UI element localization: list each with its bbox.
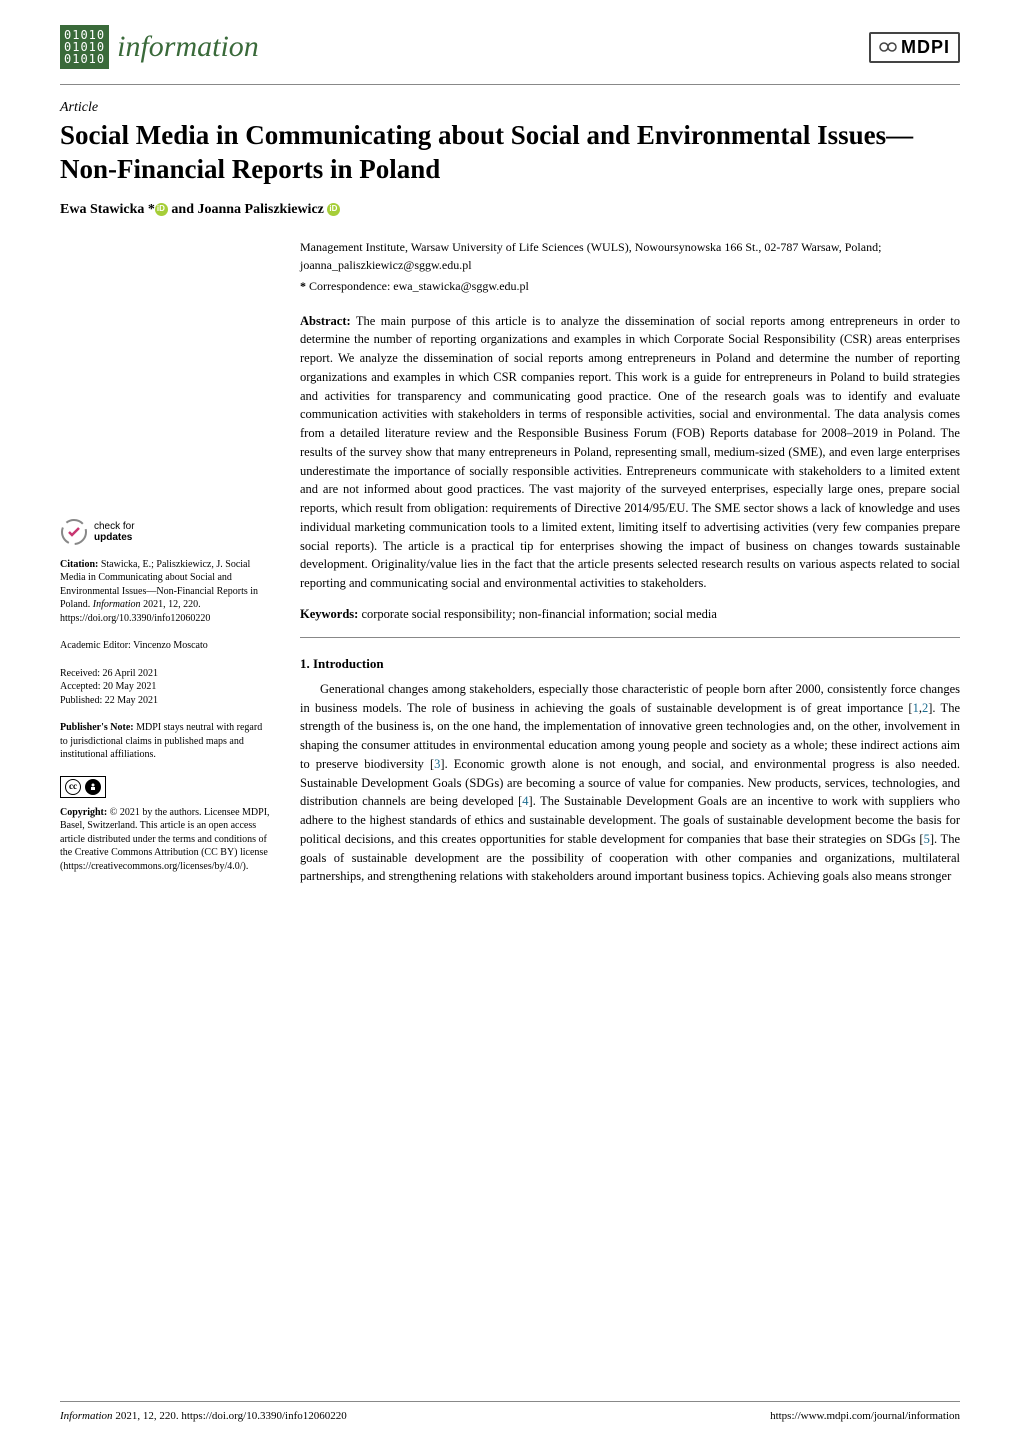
copyright-block: Copyright: © 2021 by the authors. Licens… [60, 806, 270, 874]
author-1: Ewa Stawicka * [60, 202, 155, 217]
article-type: Article [60, 100, 960, 116]
journal-name: information [117, 30, 259, 64]
intro-paragraph: Generational changes among stakeholders,… [300, 680, 960, 886]
correspondence: * Correspondence: ewa_stawicka@sggw.edu.… [300, 279, 960, 294]
citation-label: Citation: [60, 559, 98, 570]
header-divider [60, 84, 960, 85]
author-and: and [171, 202, 197, 217]
para1-a: Generational changes among stakeholders,… [300, 682, 960, 715]
orcid-icon [155, 203, 168, 216]
publisher-note: Publisher's Note: MDPI stays neutral wit… [60, 721, 270, 762]
check-updates-text: check for updates [94, 521, 135, 543]
sidebar: check for updates Citation: Stawicka, E.… [60, 238, 270, 887]
mdpi-logo: MDPI [869, 32, 960, 63]
logo-binary-box: 010100101001010 [60, 25, 109, 69]
copyright-label: Copyright: [60, 807, 107, 818]
main-content: Article Social Media in Communicating ab… [0, 100, 1020, 886]
cc-symbol: cc [65, 779, 81, 795]
section-divider [300, 637, 960, 638]
footer-citation: 2021, 12, 220. https://doi.org/10.3390/i… [113, 1410, 347, 1422]
abstract-label: Abstract: [300, 314, 351, 328]
received-date: Received: 26 April 2021 [60, 667, 270, 681]
orcid-icon [327, 203, 340, 216]
cc-license-badge: cc [60, 776, 270, 798]
footer-right: https://www.mdpi.com/journal/information [770, 1410, 960, 1422]
abstract-text: The main purpose of this article is to a… [300, 314, 960, 591]
citation-block: Citation: Stawicka, E.; Paliszkiewicz, J… [60, 558, 270, 626]
keywords: Keywords: corporate social responsibilit… [300, 607, 960, 622]
mdpi-icon [879, 38, 897, 56]
check-line2: updates [94, 532, 132, 543]
correspondence-star: * [300, 279, 306, 293]
keywords-text: corporate social responsibility; non-fin… [361, 607, 716, 621]
authors: Ewa Stawicka * and Joanna Paliszkiewicz [60, 202, 960, 218]
keywords-label: Keywords: [300, 607, 358, 621]
editor-block: Academic Editor: Vincenzo Moscato [60, 639, 270, 653]
mdpi-text: MDPI [901, 37, 950, 58]
published-date: Published: 22 May 2021 [60, 694, 270, 708]
publisher-note-label: Publisher's Note: [60, 722, 134, 733]
abstract: Abstract: The main purpose of this artic… [300, 312, 960, 593]
accepted-date: Accepted: 20 May 2021 [60, 680, 270, 694]
check-line1: check for [94, 521, 135, 532]
citation-journal: Information [93, 599, 141, 610]
page-footer: Information 2021, 12, 220. https://doi.o… [60, 1401, 960, 1422]
two-column-layout: check for updates Citation: Stawicka, E.… [60, 238, 960, 887]
affiliation: Management Institute, Warsaw University … [300, 238, 960, 274]
article-body: Management Institute, Warsaw University … [300, 238, 960, 887]
check-updates-widget[interactable]: check for updates [60, 518, 270, 546]
footer-journal: Information [60, 1410, 113, 1422]
check-updates-icon [60, 518, 88, 546]
cc-icon: cc [60, 776, 106, 798]
correspondence-text: Correspondence: ewa_stawicka@sggw.edu.pl [309, 279, 529, 293]
article-title: Social Media in Communicating about Soci… [60, 119, 960, 187]
by-symbol [85, 779, 101, 795]
section-1-title: 1. Introduction [300, 656, 960, 672]
author-2: Joanna Paliszkiewicz [197, 202, 323, 217]
dates-block: Received: 26 April 2021 Accepted: 20 May… [60, 667, 270, 708]
footer-left: Information 2021, 12, 220. https://doi.o… [60, 1410, 347, 1422]
page-header: 010100101001010 information MDPI [0, 0, 1020, 79]
journal-logo: 010100101001010 information [60, 25, 259, 69]
